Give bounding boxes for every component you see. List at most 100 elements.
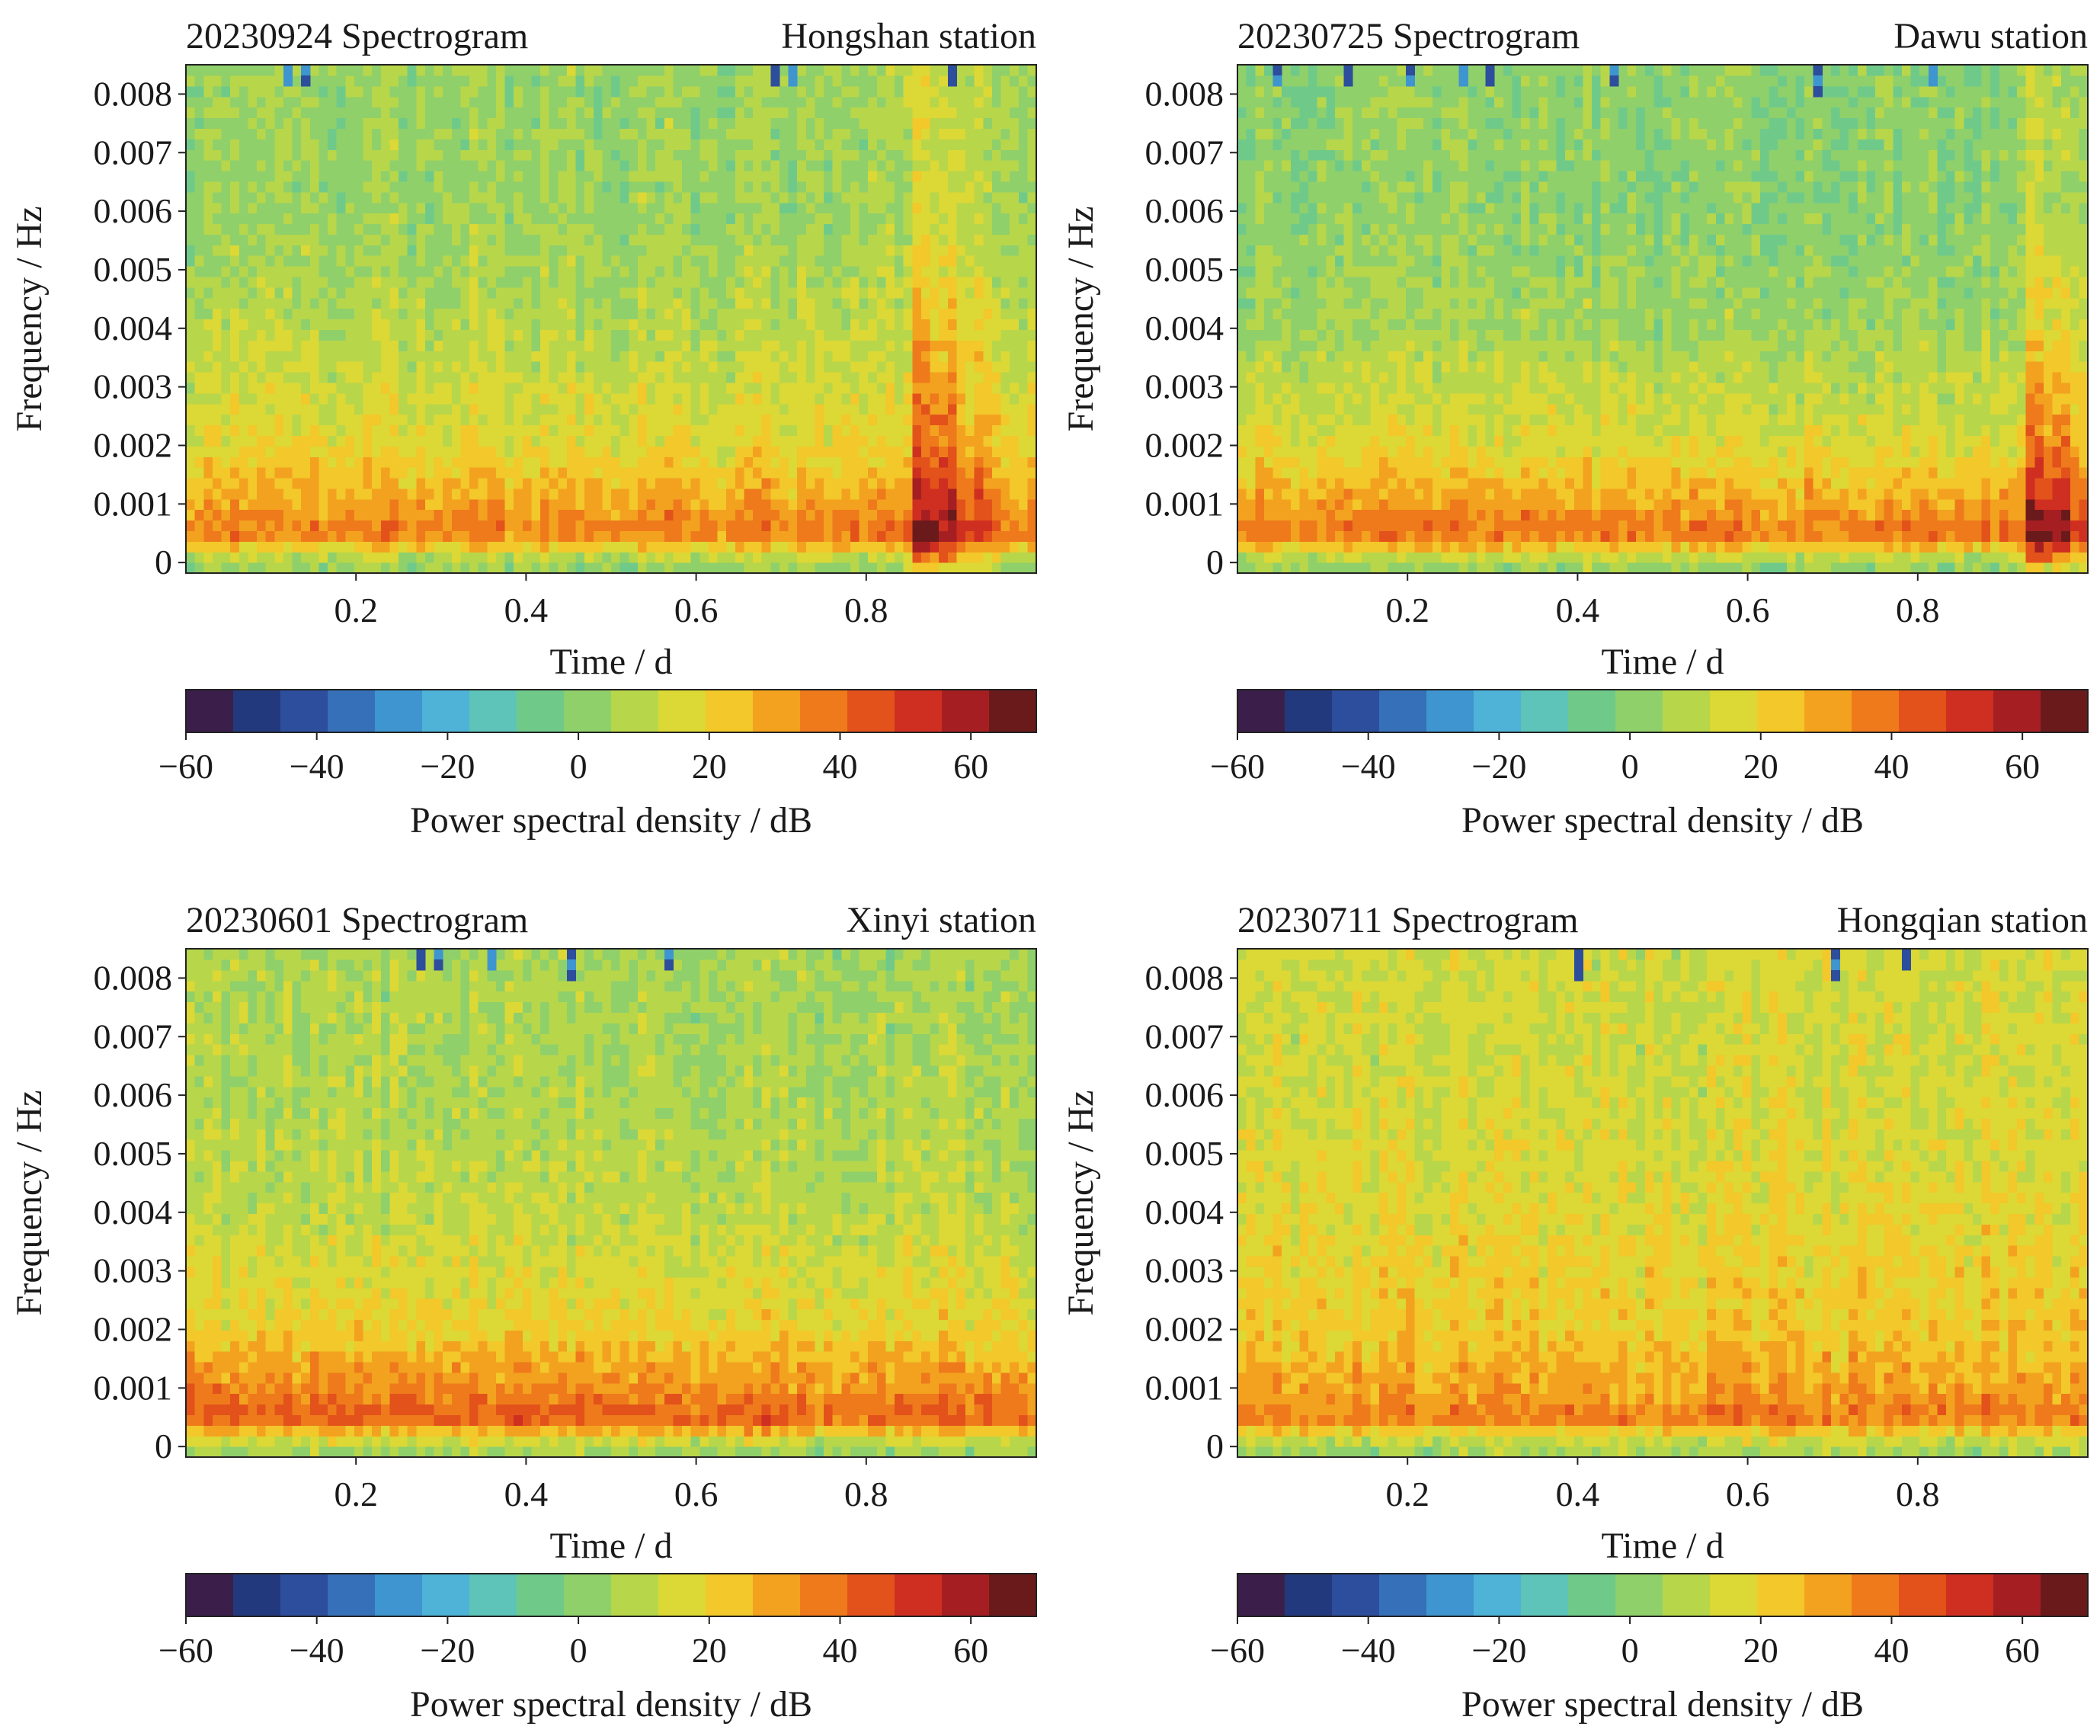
heatmap-cell (860, 478, 869, 489)
heatmap-cell (664, 65, 674, 76)
heatmap-cell (726, 424, 735, 436)
heatmap-cell (682, 309, 691, 320)
heatmap-cell (762, 552, 771, 563)
heatmap-cell (186, 149, 195, 161)
heatmap-cell (718, 234, 727, 245)
heatmap-cell (779, 203, 789, 214)
heatmap-cell (345, 530, 354, 542)
heatmap-cell (531, 478, 540, 489)
heatmap-cell (965, 203, 975, 214)
heatmap-cell (983, 393, 992, 405)
heatmap-cell (638, 319, 647, 331)
heatmap-cell (558, 499, 567, 511)
heatmap-cell (904, 415, 913, 426)
heatmap-cell (363, 415, 373, 426)
heatmap-cell (540, 65, 549, 76)
heatmap-cell (531, 530, 540, 542)
heatmap-cell (460, 277, 469, 288)
heatmap-cell (584, 234, 594, 245)
heatmap-cell (248, 383, 257, 394)
heatmap-cell (222, 223, 231, 235)
heatmap-cell (425, 181, 434, 193)
heatmap-cell (222, 75, 231, 87)
heatmap-cell (531, 329, 540, 341)
heatmap-cell (992, 393, 1001, 405)
heatmap-cell (523, 192, 532, 203)
heatmap-cell (638, 171, 647, 182)
heatmap-cell (965, 107, 975, 119)
heatmap-cell (930, 97, 940, 108)
heatmap-cell (594, 424, 603, 436)
heatmap-cell (912, 309, 921, 320)
heatmap-cell (479, 298, 488, 309)
heatmap-cell (230, 309, 239, 320)
heatmap-cell (868, 424, 877, 436)
heatmap-cell (567, 277, 576, 288)
heatmap-cell (460, 510, 469, 521)
heatmap-cell (779, 361, 789, 373)
heatmap-cell (877, 351, 886, 362)
heatmap-cell (744, 446, 753, 457)
heatmap-cell (310, 287, 319, 299)
heatmap-cell (496, 223, 505, 235)
heatmap-cell (948, 117, 957, 129)
heatmap-cell (877, 424, 886, 436)
heatmap-cell (372, 192, 381, 203)
heatmap-cell (257, 75, 266, 87)
heatmap-cell (815, 530, 824, 542)
heatmap-cell (363, 277, 373, 288)
heatmap-cell (310, 309, 319, 320)
heatmap-cell (912, 541, 921, 553)
heatmap-cell (602, 128, 611, 139)
heatmap-cell (213, 456, 222, 468)
heatmap-cell (372, 309, 381, 320)
heatmap-cell (203, 181, 213, 193)
heatmap-cell (779, 499, 789, 511)
heatmap-cell (744, 277, 753, 288)
heatmap-cell (726, 65, 735, 76)
heatmap-cell (912, 117, 921, 129)
heatmap-cell (257, 298, 266, 309)
heatmap-cell (479, 372, 488, 383)
heatmap-cell (266, 160, 275, 171)
heatmap-cell (337, 456, 346, 468)
heatmap-cell (469, 424, 479, 436)
heatmap-cell (655, 266, 664, 277)
heatmap-cell (709, 298, 718, 309)
heatmap-cell (283, 351, 293, 362)
heatmap-cell (965, 383, 975, 394)
heatmap-cell (983, 245, 992, 256)
heatmap-cell (1010, 213, 1019, 225)
heatmap-cell (877, 488, 886, 500)
heatmap-cell (709, 446, 718, 457)
heatmap-cell (841, 329, 850, 341)
heatmap-cell (239, 277, 248, 288)
heatmap-cell (850, 456, 860, 468)
heatmap-cell (363, 361, 373, 373)
heatmap-cell (930, 203, 940, 214)
heatmap-cell (850, 203, 860, 214)
heatmap-cell (584, 435, 594, 447)
heatmap-cell (186, 372, 195, 383)
heatmap-cell (1273, 97, 1282, 108)
heatmap-cell (770, 277, 779, 288)
heatmap-cell (408, 467, 417, 479)
heatmap-cell (293, 149, 302, 161)
heatmap-cell (434, 372, 443, 383)
heatmap-cell (283, 478, 293, 489)
heatmap-cell (1291, 404, 1300, 415)
heatmap-cell (877, 65, 886, 76)
heatmap-cell (337, 446, 346, 457)
heatmap-cell (611, 329, 620, 341)
heatmap-cell (328, 467, 337, 479)
heatmap-cell (611, 75, 620, 87)
heatmap-cell (381, 245, 390, 256)
heatmap-cell (469, 562, 479, 574)
heatmap-cell (584, 139, 594, 150)
heatmap-cell (770, 456, 779, 468)
heatmap-cell (479, 309, 488, 320)
heatmap-cell (540, 499, 549, 511)
heatmap-cell (1019, 117, 1028, 129)
heatmap-cell (319, 171, 328, 182)
heatmap-cell (726, 372, 735, 383)
